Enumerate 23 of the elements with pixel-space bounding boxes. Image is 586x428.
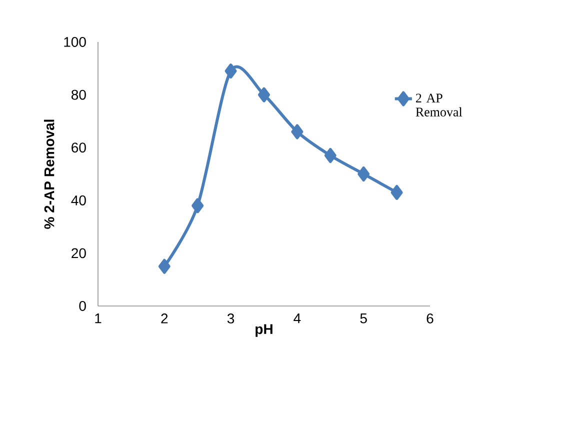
point [291, 124, 304, 140]
x-tick-label: 6 [426, 314, 434, 324]
y-tick-label: 20 [72, 248, 86, 258]
point [390, 184, 403, 200]
x-tick-label: 2 [161, 314, 168, 324]
y-tick-label: 40 [71, 195, 86, 206]
x-tick-label: 4 [294, 314, 301, 324]
point [192, 198, 204, 214]
point [358, 166, 370, 182]
x-tick-label: 5 [360, 314, 367, 324]
point [258, 87, 270, 102]
y-tick-label: 60 [72, 142, 86, 153]
x-tick-label: 1 [95, 314, 102, 324]
point [158, 258, 170, 274]
point [224, 64, 237, 79]
y-tick-label: 0 [79, 301, 86, 311]
legend-label: 2 AP Removal [416, 94, 462, 116]
x-axis-title: pH [256, 324, 272, 337]
y-axis-title: % 2-AP Removal [44, 120, 54, 229]
y-tick-label: 100 [64, 37, 86, 47]
x-tick-label: 3 [227, 314, 234, 324]
y-tick-label: 80 [72, 90, 86, 100]
point [324, 148, 336, 164]
